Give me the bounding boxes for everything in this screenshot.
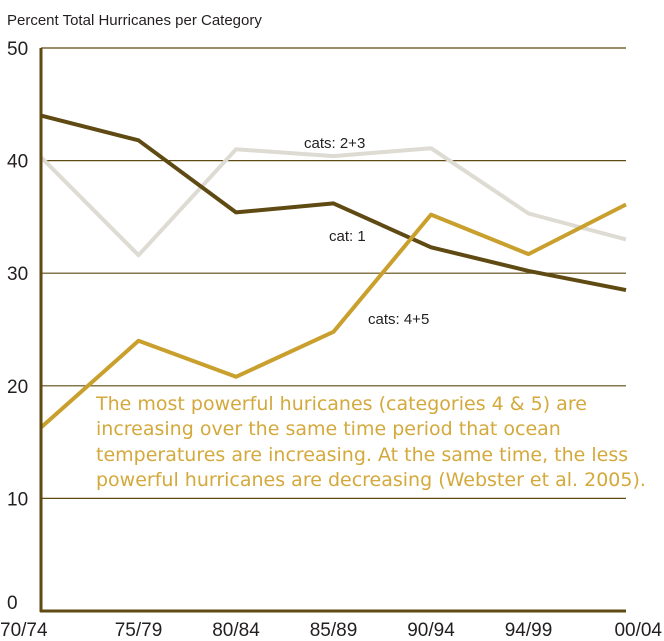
x-tick-label: 00/04 bbox=[614, 620, 662, 641]
x-tick-label: 94/99 bbox=[505, 620, 553, 641]
x-axis-ticks: 70/74 75/79 80/84 85/89 90/94 94/99 00/04 bbox=[0, 620, 662, 641]
x-tick-label: 85/89 bbox=[310, 620, 358, 641]
series-lines bbox=[39, 113, 627, 429]
annotation-line-2: increasing over the same time period tha… bbox=[96, 418, 561, 440]
annotation-line-3: temperatures are increasing. At the same… bbox=[96, 444, 628, 466]
annotation-line-4: powerful hurricanes are decreasing (Webs… bbox=[96, 469, 646, 491]
y-tick-label: 20 bbox=[7, 377, 28, 398]
x-tick-label: 75/79 bbox=[115, 620, 163, 641]
y-tick-label: 40 bbox=[7, 152, 28, 173]
series-label-cats-4-5: cats: 4+5 bbox=[368, 311, 429, 328]
chart-title: Percent Total Hurricanes per Category bbox=[7, 12, 262, 29]
axes bbox=[39, 48, 626, 613]
series-label-cat-1: cat: 1 bbox=[329, 228, 366, 245]
y-tick-label: 0 bbox=[7, 593, 18, 614]
series-line-cats-2-3 bbox=[39, 146, 627, 258]
gridlines bbox=[41, 47, 626, 499]
series-line-cat-1 bbox=[40, 113, 627, 293]
y-tick-label: 30 bbox=[7, 264, 28, 285]
x-tick-label: 70/74 bbox=[0, 620, 48, 641]
y-tick-label: 50 bbox=[7, 39, 28, 60]
y-axis-ticks: 0 10 20 30 40 50 bbox=[7, 39, 28, 614]
y-tick-label: 10 bbox=[7, 489, 28, 510]
series-line-cats-4-5 bbox=[39, 202, 627, 429]
x-tick-label: 90/94 bbox=[407, 620, 455, 641]
series-labels: cats: 2+3 cat: 1 cats: 4+5 bbox=[304, 135, 429, 328]
annotation-note: The most powerful huricanes (categories … bbox=[95, 393, 646, 491]
x-tick-label: 80/84 bbox=[212, 620, 260, 641]
annotation-line-1: The most powerful huricanes (categories … bbox=[95, 393, 587, 415]
series-label-cats-2-3: cats: 2+3 bbox=[304, 135, 365, 152]
